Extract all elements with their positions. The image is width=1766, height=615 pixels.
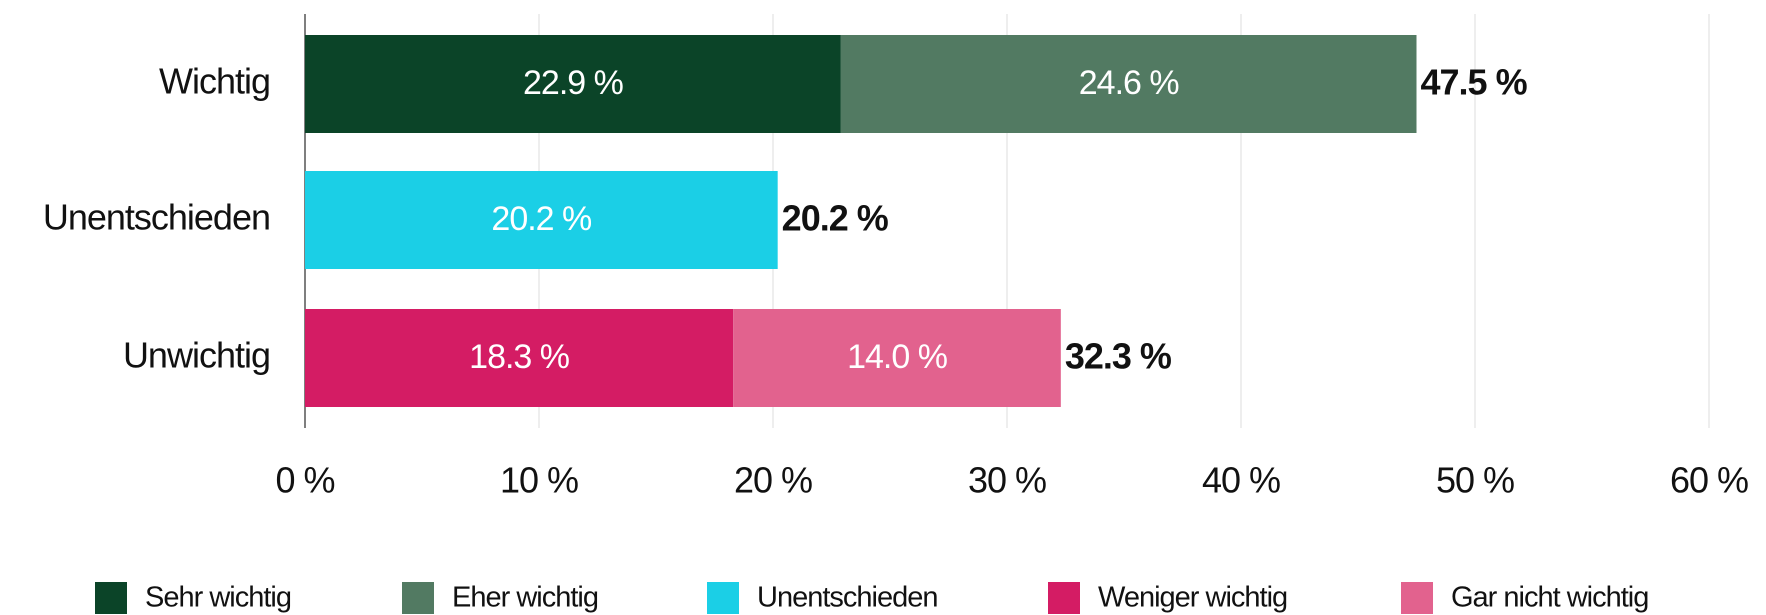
bar-segment — [305, 35, 841, 133]
x-tick-label: 30 % — [968, 460, 1046, 501]
legend-label: Gar nicht wichtig — [1451, 582, 1648, 614]
legend-label: Unentschieden — [757, 582, 937, 614]
bar-total-label: 32.3 % — [1065, 336, 1172, 377]
legend-swatch — [707, 582, 739, 614]
bar-segment — [840, 35, 1417, 133]
bar-value-label: 24.6 % — [1079, 64, 1180, 102]
y-tick-label: Unwichtig — [123, 335, 270, 376]
bar-total-label: 20.2 % — [782, 198, 889, 239]
bar-segment — [733, 309, 1061, 407]
x-tick-label: 10 % — [500, 460, 578, 501]
bar-value-label: 14.0 % — [847, 338, 948, 376]
bar-segment — [305, 171, 778, 269]
x-tick-label: 50 % — [1436, 460, 1514, 501]
x-tick-label: 20 % — [734, 460, 812, 501]
x-tick-label: 0 % — [275, 460, 334, 501]
bar-segment — [305, 309, 734, 407]
legend-label: Eher wichtig — [452, 582, 598, 614]
bar-value-label: 22.9 % — [523, 64, 624, 102]
legend-swatch — [1048, 582, 1080, 614]
bar-value-label: 18.3 % — [469, 338, 570, 376]
legend-label: Weniger wichtig — [1098, 582, 1287, 614]
y-tick-label: Wichtig — [159, 61, 270, 102]
bar-value-label: 20.2 % — [491, 200, 592, 238]
y-tick-label: Unentschieden — [43, 197, 270, 238]
x-tick-label: 60 % — [1670, 460, 1748, 501]
legend-swatch — [1401, 582, 1433, 614]
legend-swatch — [402, 582, 434, 614]
legend-swatch — [95, 582, 127, 614]
legend-label: Sehr wichtig — [145, 582, 291, 614]
x-tick-label: 40 % — [1202, 460, 1280, 501]
bar-total-label: 47.5 % — [1421, 62, 1528, 103]
